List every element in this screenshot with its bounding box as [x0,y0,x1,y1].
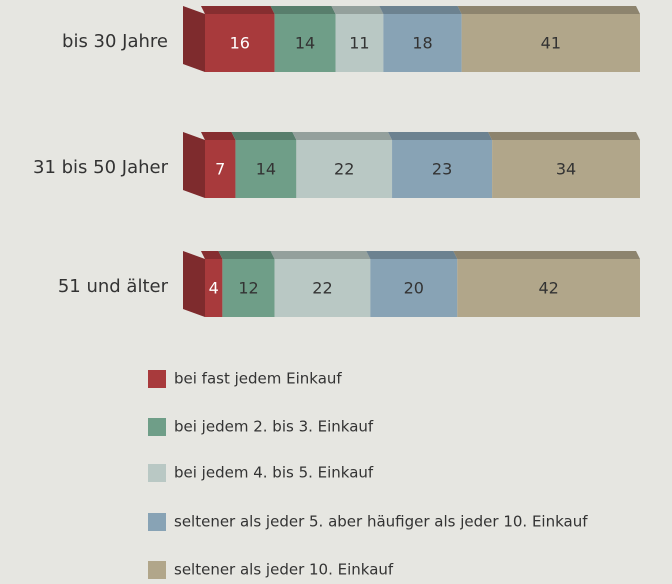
bar-side [183,132,205,198]
data-label: 11 [349,34,369,53]
data-label: 4 [209,279,219,298]
data-label: 7 [215,160,225,179]
bar-top [488,132,640,140]
bar-top [331,6,384,14]
data-label: 23 [432,160,452,179]
legend-label: bei jedem 2. bis 3. Einkauf [174,418,374,436]
bar-top-shade [270,6,336,14]
legend-label: bei jedem 4. bis 5. Einkauf [174,464,374,482]
bar-segment [205,259,223,317]
bar-segment [274,14,336,72]
bar-segment [383,14,462,72]
legend-swatch [148,418,166,436]
legend-swatch [148,561,166,579]
legend-label: seltener als jeder 10. Einkauf [174,561,394,579]
bar-top-shade [201,251,223,259]
bar-top [453,251,640,259]
bar-top [270,6,336,14]
bar-top-shade [292,132,393,140]
bar-segment [205,14,275,72]
bar-segment [235,140,297,198]
bar-segment [492,140,640,198]
bar-segment [274,259,371,317]
bar-top-shade [488,132,640,140]
bar-top [201,132,236,140]
data-label: 20 [404,279,424,298]
data-label: 12 [238,279,258,298]
category-label: 51 und älter [58,276,169,297]
bar-segment [461,14,640,72]
bar-side [183,251,205,317]
bar-segment [392,140,493,198]
bar-side-shade [183,132,205,198]
category-label: bis 30 Jahre [62,31,168,52]
bar-side-shade [183,6,205,72]
data-label: 34 [556,160,576,179]
bar-top [366,251,458,259]
bar-top-shade [231,132,297,140]
bar-top [201,6,275,14]
bar-top-shade [388,132,493,140]
bar-segment [457,259,640,317]
bar-segment [335,14,384,72]
bar-top [218,251,275,259]
bar-segment [296,140,393,198]
bar-top-shade [366,251,458,259]
legend-label: bei fast jedem Einkauf [174,370,342,388]
bar-segment [370,259,458,317]
bar-top [379,6,462,14]
category-label: 31 bis 50 Jaher [33,157,169,178]
legend-swatch [148,513,166,531]
legend-label: seltener als jeder 5. aber häufiger als … [174,513,588,531]
bar-top-shade [379,6,462,14]
bar-top [292,132,393,140]
bar-top [201,251,223,259]
bar-side [183,6,205,72]
data-label: 16 [230,34,250,53]
data-label: 41 [541,34,561,53]
bar-top [457,6,640,14]
bar-side-shade [183,251,205,317]
bar-top [231,132,297,140]
bar-segment [222,259,275,317]
bar-top [270,251,371,259]
bar-segment [205,140,236,198]
bar-top-shade [331,6,384,14]
bar-top-shade [201,6,275,14]
data-label: 14 [256,160,276,179]
bar-top-shade [453,251,640,259]
bar-top [388,132,493,140]
bar-top-shade [218,251,275,259]
legend-swatch [148,370,166,388]
data-label: 42 [538,279,558,298]
data-label: 22 [334,160,354,179]
bar-top-shade [457,6,640,14]
legend-swatch [148,464,166,482]
data-label: 22 [312,279,332,298]
data-label: 18 [412,34,432,53]
bar-top-shade [270,251,371,259]
bar-top-shade [201,132,236,140]
data-label: 14 [295,34,315,53]
